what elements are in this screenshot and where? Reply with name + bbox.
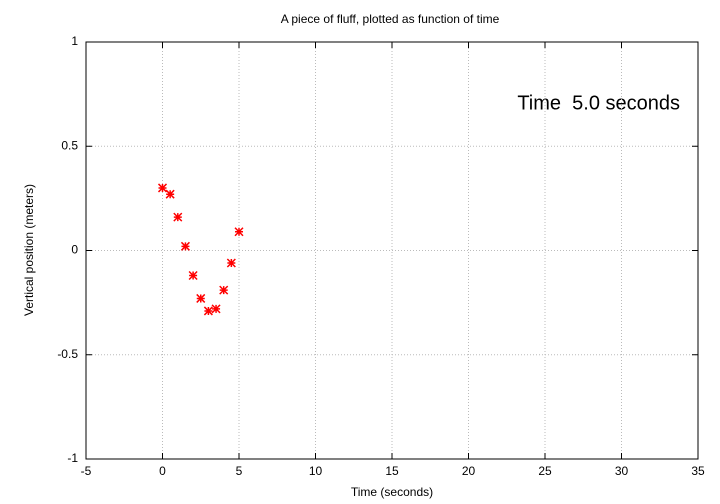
y-tick-label: 0.5: [61, 138, 78, 152]
x-tick-label: 0: [159, 464, 166, 478]
point: [234, 227, 244, 237]
x-tick-label: 15: [385, 464, 399, 478]
point: [165, 189, 175, 199]
x-tick-label: 20: [462, 464, 476, 478]
x-tick-label: 35: [691, 464, 705, 478]
y-axis-label: Vertical position (meters): [22, 184, 36, 316]
plot-frame: [85, 41, 699, 460]
point: [173, 212, 183, 222]
x-tick-label: 30: [615, 464, 629, 478]
point: [226, 258, 236, 268]
y-tick-label: -1: [67, 451, 78, 465]
point: [203, 306, 213, 316]
point: [211, 304, 221, 314]
point: [180, 241, 190, 251]
x-tick-label: -5: [81, 464, 92, 478]
annotation: Time 5.0 seconds: [517, 92, 680, 114]
x-tick-label: 10: [309, 464, 323, 478]
x-tick-label: 25: [538, 464, 552, 478]
chart-title: A piece of fluff, plotted as function of…: [281, 12, 500, 26]
y-tick-label: 1: [71, 34, 78, 48]
x-axis-label: Time (seconds): [351, 485, 433, 499]
point: [196, 293, 206, 303]
y-tick-label: -0.5: [57, 347, 78, 361]
y-tick-label: 0: [71, 243, 78, 257]
x-tick-label: 5: [236, 464, 243, 478]
point: [188, 270, 198, 281]
point: [157, 183, 168, 193]
point: [219, 285, 229, 295]
